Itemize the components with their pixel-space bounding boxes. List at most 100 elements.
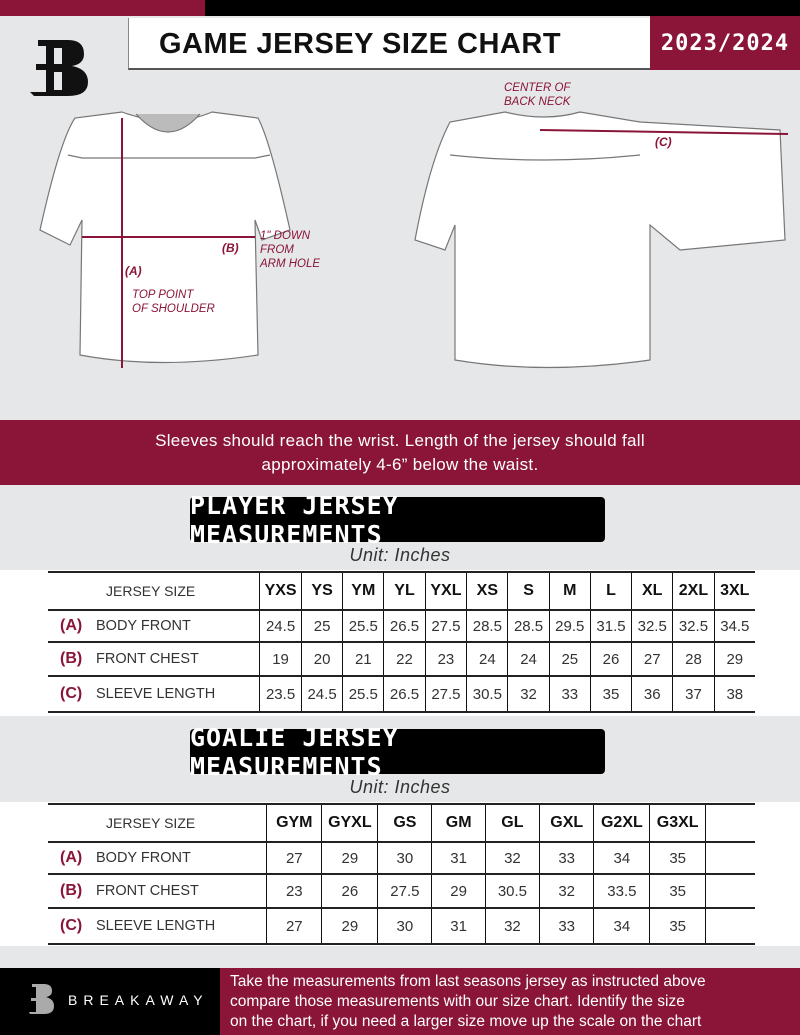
table-cell: 22 <box>383 642 426 677</box>
table-cell: 32 <box>538 874 594 909</box>
measurement-label: (C) SLEEVE LENGTH <box>48 676 260 713</box>
jersey-diagram <box>39 111 789 369</box>
table-cell: 37 <box>672 676 715 713</box>
measurement-name: FRONT CHEST <box>96 883 199 899</box>
table-cell: 32.5 <box>631 610 673 643</box>
table-cell: 30 <box>377 908 432 945</box>
table-cell: 27 <box>631 642 673 677</box>
brand-name: BREAKAWAY <box>68 992 209 1008</box>
table-cell: 24.5 <box>259 610 302 643</box>
table-cell: 21 <box>342 642 384 677</box>
measurement-name: BODY FRONT <box>96 850 191 866</box>
table-cell: 28 <box>672 642 715 677</box>
table-cell: 35 <box>589 676 632 713</box>
table-cell: 24 <box>507 642 550 677</box>
measurement-label: (C) SLEEVE LENGTH <box>48 908 267 945</box>
table-cell: 32 <box>484 842 540 875</box>
measurement-code: (B) <box>60 882 83 899</box>
goalie-unit: Unit: Inches <box>349 777 451 797</box>
table-cell: 27.5 <box>377 874 432 909</box>
breakaway-logo-icon <box>30 40 88 96</box>
table-row: (A) BODY FRONT 27 29 30 31 32 33 34 35 <box>48 842 755 875</box>
size-column-header: YL <box>383 571 426 611</box>
table-cell: 25.5 <box>342 610 384 643</box>
measurement-name: BODY FRONT <box>96 618 191 634</box>
measurement-name: SLEEVE LENGTH <box>96 918 216 934</box>
size-column-header: YM <box>342 571 384 611</box>
size-column-header: L <box>589 571 632 611</box>
table-row: (A) BODY FRONT 24.5 25 25.5 26.5 27.5 28.5 28.5 2… <box>48 610 755 643</box>
top-accent-bar <box>0 0 205 16</box>
table-cell: 26 <box>321 874 378 909</box>
table-cell: 23.5 <box>259 676 302 713</box>
table-cell: 28.5 <box>466 610 508 643</box>
size-column-header: 3XL <box>713 571 755 611</box>
table-header-row: JERSEY SIZE YXS YS YM YL YXL XS S M L XL 2XL 3XL <box>48 571 755 611</box>
measurement-code: (C) <box>60 685 83 702</box>
table-cell: 35 <box>649 908 706 945</box>
table-cell: 27 <box>266 908 322 945</box>
table-cell: 36 <box>631 676 673 713</box>
table-row: (B) FRONT CHEST 19 20 21 22 23 24 24 25 26 27 28 29 <box>48 642 755 677</box>
measurement-code: (A) <box>60 617 83 634</box>
table-cell: 35 <box>649 874 706 909</box>
size-column-header: YXS <box>259 571 302 611</box>
measure-c-line <box>539 129 789 135</box>
table-cell: 27 <box>266 842 322 875</box>
breakaway-logo-icon <box>29 984 54 1014</box>
table-cell: 25.5 <box>342 676 384 713</box>
size-column-header: GS <box>377 803 432 843</box>
table-cell: 29 <box>431 874 486 909</box>
table-cell <box>705 874 755 909</box>
table-cell: 35 <box>649 842 706 875</box>
top-black-bar <box>205 0 800 16</box>
table-header-row: JERSEY SIZE GYM GYXL GS GM GL GXL G2XL G3XL <box>48 803 755 843</box>
size-column-header: GL <box>484 803 540 843</box>
table-cell: 25 <box>548 642 591 677</box>
measurement-code: (A) <box>60 849 83 866</box>
table-cell <box>705 908 755 945</box>
table-cell: 29 <box>321 908 378 945</box>
table-cell: 31 <box>431 842 486 875</box>
table-cell: 31.5 <box>589 610 632 643</box>
measurement-label: (B) FRONT CHEST <box>48 642 260 677</box>
table-cell: 34 <box>593 908 650 945</box>
table-cell: 33 <box>538 842 594 875</box>
table-cell: 24.5 <box>300 676 343 713</box>
title-box: GAME JERSEY SIZE CHART <box>128 18 651 70</box>
table-cell: 31 <box>431 908 486 945</box>
footer-instructions: Take the measurements from last seasons … <box>220 968 800 1035</box>
table-cell: 29 <box>321 842 378 875</box>
table-cell: 28.5 <box>507 610 550 643</box>
table-cell: 32.5 <box>672 610 715 643</box>
size-header: JERSEY SIZE <box>48 803 267 843</box>
table-cell: 23 <box>266 874 322 909</box>
size-column-header: M <box>548 571 591 611</box>
label-a: (A) <box>125 264 142 278</box>
season-label: 2023/2024 <box>650 16 800 70</box>
table-cell: 30.5 <box>466 676 508 713</box>
size-column-header: YXL <box>424 571 467 611</box>
goalie-section-title: GOALIE JERSEY MEASUREMENTS <box>190 723 605 781</box>
size-column-header: XL <box>631 571 673 611</box>
size-column-header: 2XL <box>672 571 715 611</box>
table-cell: 27.5 <box>424 610 467 643</box>
table-cell: 32 <box>484 908 540 945</box>
player-section-title: PLAYER JERSEY MEASUREMENTS <box>190 491 605 549</box>
table-cell: 26.5 <box>383 676 426 713</box>
table-cell: 34.5 <box>713 610 755 643</box>
table-cell: 33 <box>538 908 594 945</box>
table-row: (C) SLEEVE LENGTH 23.5 24.5 25.5 26.5 27.5 30.5… <box>48 676 755 713</box>
table-cell: 19 <box>259 642 302 677</box>
player-size-table: JERSEY SIZE YXS YS YM YL YXL XS S M L XL 2XL 3XL (A) B… <box>48 571 755 713</box>
measurement-name: SLEEVE LENGTH <box>96 686 216 702</box>
measurement-code: (B) <box>60 650 83 667</box>
table-cell: 30 <box>377 842 432 875</box>
goalie-size-table: JERSEY SIZE GYM GYXL GS GM GL GXL G2XL G3XL (A) BO… <box>48 803 755 945</box>
table-row: (B) FRONT CHEST 23 26 27.5 29 30.5 32 33.5 35 <box>48 874 755 909</box>
size-column-header: GXL <box>538 803 594 843</box>
size-column-header <box>705 803 755 843</box>
size-column-header: S <box>507 571 550 611</box>
measurement-label: (A) BODY FRONT <box>48 610 260 643</box>
table-cell: 23 <box>424 642 467 677</box>
